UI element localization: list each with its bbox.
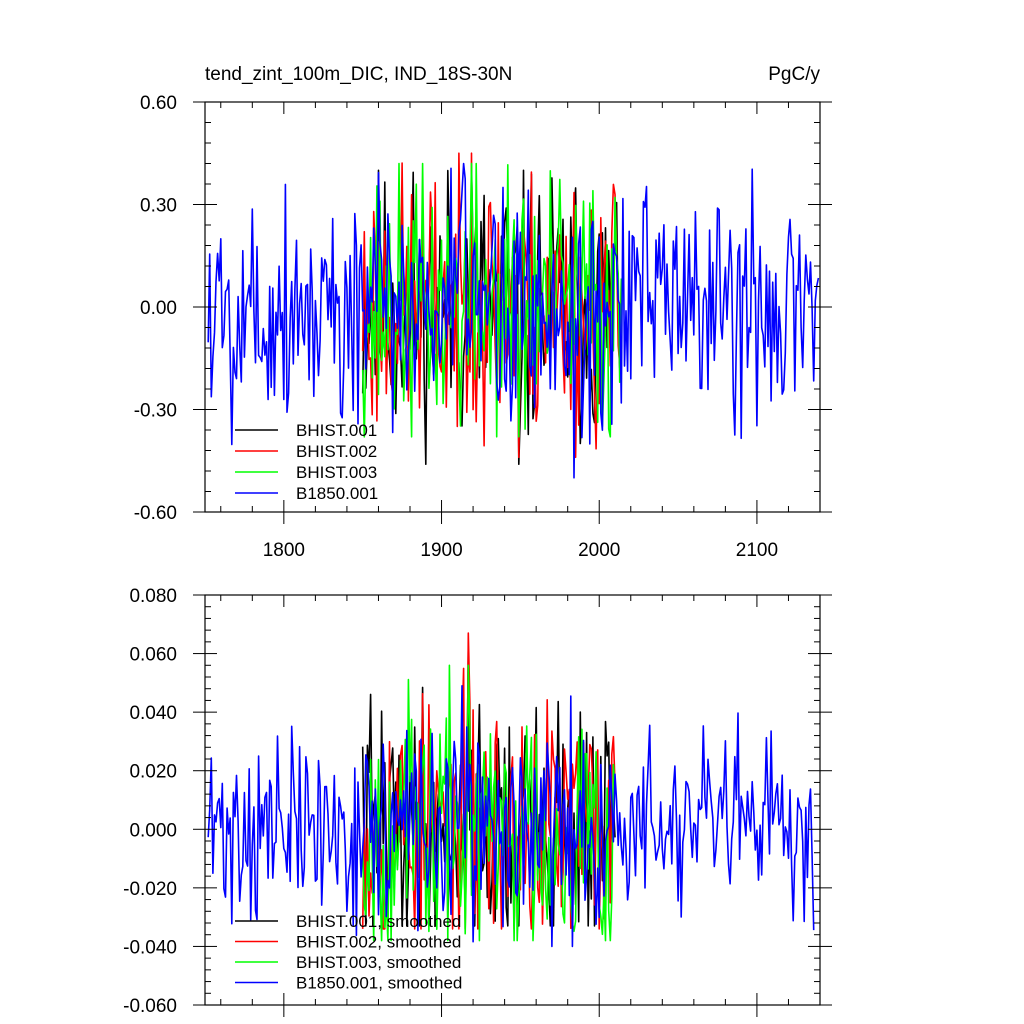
x-tick-label: 2000 [578,540,620,561]
x-tick-label: 1900 [420,540,462,561]
x-tick-label: 2100 [736,540,778,561]
legend-label: BHIST.001 [296,421,377,440]
y-tick-label: 0.30 [140,196,177,217]
legend-label: BHIST.002 [296,442,377,461]
chart-title: tend_zint_100m_DIC, IND_18S-30N [205,64,512,85]
legend-label: B1850.001 [296,484,378,503]
legend-label: B1850.001, smoothed [296,974,462,993]
chart-panel-1: 1800 1900 2000 2100 -0.60 -0.30 0.00 0.30 0.60 te… [134,64,832,561]
series-line-4 [207,685,815,948]
y-tick-label: 0.080 [129,586,177,607]
y-tick-label: -0.020 [123,879,177,900]
series-group [207,632,815,948]
y-tick-label: 0.060 [129,645,177,666]
legend: BHIST.001 BHIST.002 BHIST.003 B1850.001 [235,421,378,503]
plot-frame [204,594,821,1006]
series-line-4 [207,162,820,479]
y-tick-label: -0.060 [123,996,177,1017]
y-tick-label: 0.000 [129,820,177,841]
legend-label: BHIST.001, smoothed [296,912,461,931]
legend-label: BHIST.002, smoothed [296,933,461,952]
units-label: PgC/y [768,64,820,85]
y-tick-label: -0.30 [134,401,177,422]
series-group [207,152,820,479]
y-tick-label: -0.040 [123,937,177,958]
y-tick-label: 0.00 [140,298,177,319]
y-tick-label: -0.60 [134,503,177,524]
y-tick-label: 0.020 [129,762,177,783]
legend-label: BHIST.003 [296,463,377,482]
x-tick-label: 1800 [263,540,305,561]
y-tick-label: 0.040 [129,703,177,724]
legend-label: BHIST.003, smoothed [296,953,461,972]
legend: BHIST.001, smoothed BHIST.002, smoothedBH… [235,912,462,993]
y-tick-label: 0.60 [140,93,177,114]
chart-panel-2: -0.060 -0.040 -0.020 0.000 0.020 0.040 0.060 0.… [123,586,832,1017]
